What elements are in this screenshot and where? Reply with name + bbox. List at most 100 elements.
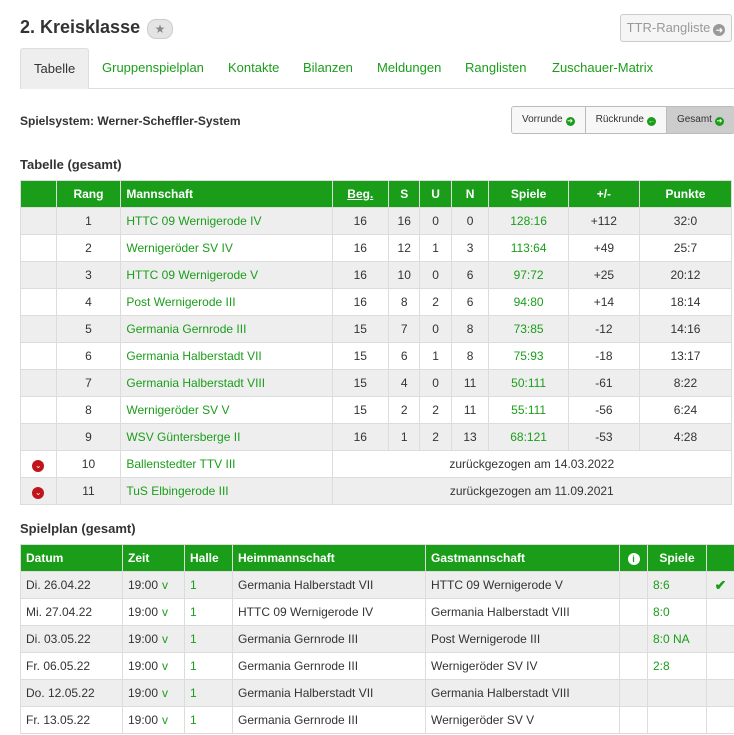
- rang-cell: 4: [55, 288, 122, 316]
- spiele-link[interactable]: 73:85: [488, 315, 569, 343]
- gast-cell: Wernigeröder SV IV: [425, 652, 620, 680]
- tab-zuschauer-matrix[interactable]: Zuschauer-Matrix: [552, 60, 654, 75]
- spiele-link[interactable]: 2:8: [647, 652, 707, 680]
- rang-cell: 9: [55, 423, 122, 451]
- team-link[interactable]: Ballenstedter TTV III: [120, 450, 333, 478]
- halle-link[interactable]: 1: [184, 679, 233, 707]
- gast-cell: Post Wernigerode III: [425, 625, 620, 653]
- beg-cell: 16: [331, 261, 390, 289]
- star-icon[interactable]: ★: [147, 19, 173, 39]
- gesamt-button[interactable]: Gesamt ➜: [666, 107, 734, 133]
- page-title: 2. Kreisklasse: [20, 17, 141, 37]
- tab-bar: Tabelle Gruppenspielplan Kontakte Bilanz…: [20, 48, 734, 89]
- s-cell: 4: [388, 369, 421, 397]
- spiele-link[interactable]: 113:64: [488, 234, 569, 262]
- spiele-link[interactable]: 128:16: [488, 207, 569, 235]
- spiele-link[interactable]: 75:93: [488, 342, 569, 370]
- halle-link[interactable]: 1: [184, 598, 233, 626]
- schedule-row: Do. 12.05.22 19:00 v 1 Germania Halberstadt …: [20, 679, 734, 707]
- heim-cell: HTTC 09 Wernigerode IV: [232, 598, 426, 626]
- status-cell: [706, 679, 734, 707]
- team-link[interactable]: Germania Halberstadt VIII: [120, 369, 333, 397]
- team-link[interactable]: HTTC 09 Wernigerode V: [120, 261, 333, 289]
- n-cell: 6: [450, 288, 490, 316]
- verlegt-link[interactable]: v: [162, 578, 169, 592]
- diff-cell: -61: [567, 369, 640, 397]
- team-link[interactable]: TuS Elbingerode III: [120, 477, 333, 505]
- team-link[interactable]: Post Wernigerode III: [120, 288, 333, 316]
- team-link[interactable]: HTTC 09 Wernigerode IV: [120, 207, 333, 235]
- zeit-cell: 19:00 v: [122, 598, 185, 626]
- col-beg[interactable]: Beg.: [331, 180, 390, 208]
- heim-cell: Germania Gernrode III: [232, 706, 426, 734]
- chevron-down-icon[interactable]: ⌄: [32, 486, 45, 499]
- rueckrunde-button[interactable]: Rückrunde ←: [585, 107, 667, 133]
- team-link[interactable]: Wernigeröder SV IV: [120, 234, 333, 262]
- verlegt-link[interactable]: v: [162, 713, 169, 727]
- tab-bilanzen[interactable]: Bilanzen: [303, 60, 353, 75]
- halle-link[interactable]: 1: [184, 706, 233, 734]
- spiele-link[interactable]: [647, 679, 707, 707]
- beg-cell: 15: [331, 396, 390, 424]
- status-cell: [706, 598, 734, 626]
- n-cell: 11: [450, 369, 490, 397]
- halle-link[interactable]: 1: [184, 571, 233, 599]
- u-cell: 1: [419, 342, 452, 370]
- verlegt-link[interactable]: v: [162, 632, 169, 646]
- standings-header-row: Rang Mannschaft Beg. S U N Spiele +/- Pu…: [20, 180, 733, 208]
- spiele-link[interactable]: 8:0 NA: [647, 625, 707, 653]
- status-cell: [706, 625, 734, 653]
- spiele-link[interactable]: 55:111: [488, 396, 569, 424]
- row-icon-cell: [20, 261, 57, 289]
- col-s: S: [388, 180, 421, 208]
- schedule-row: Di. 26.04.22 19:00 v 1 Germania Halberstadt …: [20, 571, 734, 599]
- tab-tabelle[interactable]: Tabelle: [20, 48, 90, 89]
- halle-link[interactable]: 1: [184, 625, 233, 653]
- n-cell: 8: [450, 315, 490, 343]
- s-cell: 12: [388, 234, 421, 262]
- spiele-link[interactable]: 94:80: [488, 288, 569, 316]
- col-spiele: Spiele: [488, 180, 569, 208]
- rang-cell: 3: [55, 261, 122, 289]
- team-link[interactable]: WSV Güntersberge II: [120, 423, 333, 451]
- zeit-cell: 19:00 v: [122, 706, 185, 734]
- spiele-link[interactable]: 68:121: [488, 423, 569, 451]
- info-icon[interactable]: i: [627, 553, 640, 565]
- diff-cell: +25: [567, 261, 640, 289]
- spiele-link[interactable]: 8:6: [647, 571, 707, 599]
- spiele-link[interactable]: 97:72: [488, 261, 569, 289]
- chevron-down-icon[interactable]: ⌄: [32, 459, 45, 472]
- vorrunde-button[interactable]: Vorrunde ➜: [512, 107, 586, 133]
- spielplan-title: Spielplan (gesamt): [20, 521, 136, 536]
- tab-kontakte[interactable]: Kontakte: [228, 60, 280, 75]
- team-link[interactable]: Germania Halberstadt VII: [120, 342, 333, 370]
- punkte-cell: 8:22: [638, 369, 733, 397]
- u-cell: 1: [419, 234, 452, 262]
- team-link[interactable]: Wernigeröder SV V: [120, 396, 333, 424]
- col-punkte: Punkte: [638, 180, 733, 208]
- gast-cell: HTTC 09 Wernigerode V: [425, 571, 620, 599]
- info-cell: [619, 571, 648, 599]
- verlegt-link[interactable]: v: [162, 605, 169, 619]
- s-cell: 1: [388, 423, 421, 451]
- spiele-link[interactable]: [647, 706, 707, 734]
- datum-cell: Fr. 13.05.22: [20, 706, 123, 734]
- diff-cell: +14: [567, 288, 640, 316]
- n-cell: 6: [450, 261, 490, 289]
- arrow-right-icon: ➜: [565, 117, 575, 126]
- row-icon-cell: ⌄: [20, 477, 57, 505]
- s-cell: 16: [388, 207, 421, 235]
- spiele-link[interactable]: 50:111: [488, 369, 569, 397]
- tab-gruppenspielplan[interactable]: Gruppenspielplan: [102, 60, 204, 75]
- verlegt-link[interactable]: v: [162, 659, 169, 673]
- halle-link[interactable]: 1: [184, 652, 233, 680]
- tab-ranglisten[interactable]: Ranglisten: [465, 60, 527, 75]
- arrow-right-circle-icon: ➜: [713, 24, 726, 36]
- rang-cell: 6: [55, 342, 122, 370]
- info-cell: [619, 598, 648, 626]
- team-link[interactable]: Germania Gernrode III: [120, 315, 333, 343]
- spiele-link[interactable]: 8:0: [647, 598, 707, 626]
- ttr-rangliste-button[interactable]: TTR-Rangliste ➜: [620, 14, 732, 42]
- verlegt-link[interactable]: v: [162, 686, 169, 700]
- tab-meldungen[interactable]: Meldungen: [377, 60, 442, 75]
